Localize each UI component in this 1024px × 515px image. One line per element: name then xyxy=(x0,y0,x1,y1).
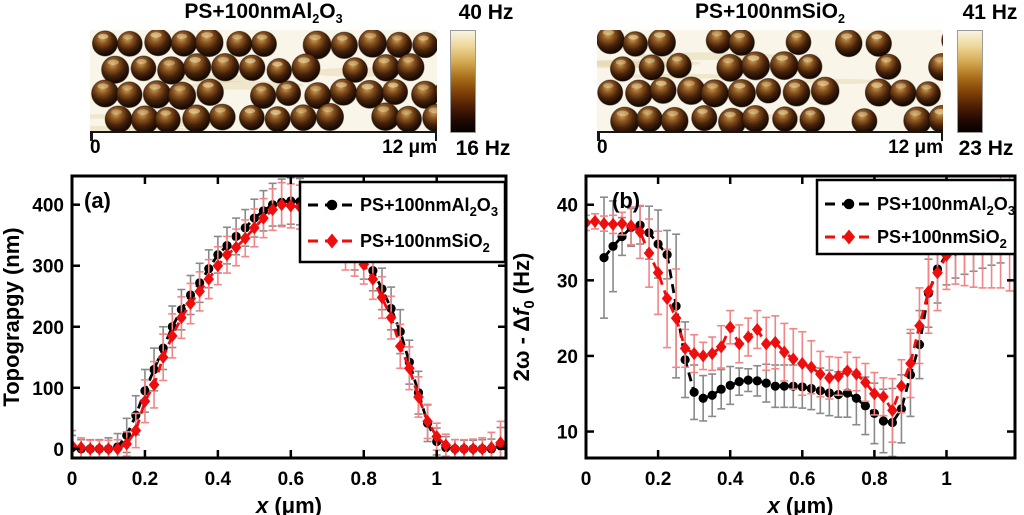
y-tick-label: 0 xyxy=(53,440,64,461)
legend: PS+100nmAl2O3 PS+100nmSiO2 xyxy=(298,180,507,264)
colorbar-sio2 xyxy=(957,30,983,133)
scale-zero-label: 0 xyxy=(90,137,101,158)
colorbar-max-label-sio2: 41 Hz xyxy=(962,1,1018,24)
scale-end-label: 12 μm xyxy=(382,137,437,158)
y-tick-label: 200 xyxy=(32,318,64,339)
legend: PS+100nmAl2O3 PS+100nmSiO2 xyxy=(815,178,1017,256)
chart-frequency-shift: 0 0.2 0.4 0.6 0.8 1 10 20 30 40 x (μm) 2ω - Δf0 (Hz… xyxy=(509,170,1024,515)
colorbar-max-label-al2o3: 40 Hz xyxy=(458,1,514,24)
y-tick-label: 30 xyxy=(557,271,578,292)
afm-image-sio2 xyxy=(597,30,943,131)
y-axis-title: Topograpgy (nm) xyxy=(0,227,24,406)
scalebar-labels-sio2: 0 12 μm xyxy=(597,138,943,158)
x-tick-label: 0 xyxy=(67,469,78,490)
x-tick-label: 1 xyxy=(941,469,952,490)
y-tick-label: 300 xyxy=(32,257,64,278)
scale-zero-label: 0 xyxy=(597,137,608,158)
chart-topography: 0 0.2 0.4 0.6 0.8 1 0 100 200 300 400 x (μm) Topogra… xyxy=(0,170,512,515)
panel-label: (a) xyxy=(84,188,111,213)
x-tick-label: 0.2 xyxy=(132,469,158,490)
x-tick-label: 0.4 xyxy=(717,469,744,490)
afm-title-sio2: PS+100nmSiO2 xyxy=(694,0,845,27)
x-tick-label: 0.2 xyxy=(645,469,671,490)
panel-label: (b) xyxy=(612,188,640,213)
scalebar-sio2 xyxy=(597,131,943,141)
legend-label-al2o3: PS+100nmAl2O3 xyxy=(360,195,498,219)
legend-label-sio2: PS+100nmSiO2 xyxy=(877,227,1007,251)
x-tick-label: 0.8 xyxy=(861,469,887,490)
plot-frame xyxy=(70,174,508,460)
scalebar-labels-al2o3: 0 12 μm xyxy=(90,138,437,158)
afm-image-al2o3 xyxy=(90,30,437,131)
legend-label-sio2: PS+100nmSiO2 xyxy=(360,231,490,255)
x-tick-label: 0.6 xyxy=(278,469,304,490)
scale-end-label: 12 μm xyxy=(888,137,943,158)
y-tick-label: 20 xyxy=(557,347,578,368)
x-tick-label: 1 xyxy=(431,469,442,490)
colorbar-min-label-al2o3: 16 Hz xyxy=(455,137,511,160)
y-tick-label: 10 xyxy=(557,423,578,444)
legend-label-al2o3: PS+100nmAl2O3 xyxy=(877,194,1015,218)
x-tick-label: 0.8 xyxy=(351,469,377,490)
plot-frame xyxy=(584,174,1017,460)
x-tick-label: 0.6 xyxy=(789,469,815,490)
y-tick-label: 40 xyxy=(557,196,578,217)
afm-title-al2o3: PS+100nmAl2O3 xyxy=(184,0,343,27)
colorbar-al2o3 xyxy=(450,30,476,133)
scalebar-al2o3 xyxy=(90,131,437,141)
x-axis-title: x (μm) xyxy=(766,493,833,515)
y-tick-label: 400 xyxy=(32,196,64,217)
colorbar-min-label-sio2: 23 Hz xyxy=(958,137,1014,160)
x-tick-label: 0.4 xyxy=(205,469,232,490)
x-axis-title: x (μm) xyxy=(255,493,322,515)
x-tick-label: 0 xyxy=(581,469,592,490)
y-axis-title: 2ω - Δf0 (Hz) xyxy=(512,253,538,382)
y-tick-label: 100 xyxy=(32,379,64,400)
